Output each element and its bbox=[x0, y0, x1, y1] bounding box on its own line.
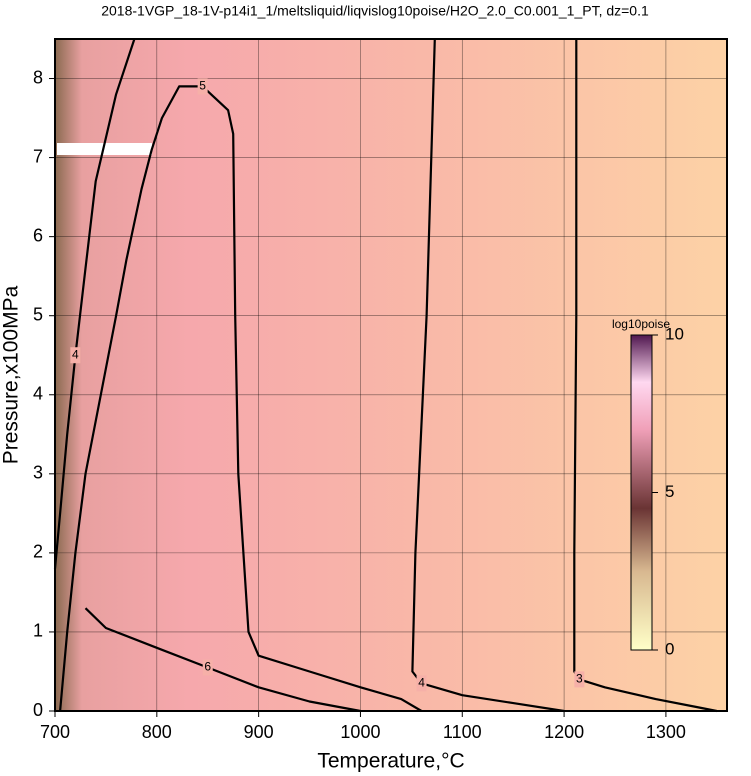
contour-label: 4 bbox=[418, 676, 425, 690]
contour-label-bg bbox=[202, 659, 213, 676]
plot-frame bbox=[54, 38, 728, 712]
colorbar-tick-label: 5 bbox=[665, 482, 674, 501]
chart-title: 2018-1VGP_18-1V-p14i1_1/meltsliquid/liqv… bbox=[101, 3, 649, 19]
contour-label-bg bbox=[197, 78, 208, 95]
y-tick-label: 2 bbox=[33, 542, 43, 562]
y-tick-label: 3 bbox=[33, 463, 43, 483]
contour-label: 5 bbox=[199, 79, 206, 93]
plot-background bbox=[55, 39, 727, 711]
x-tick-label: 1200 bbox=[544, 722, 584, 742]
y-tick-label: 4 bbox=[33, 384, 43, 404]
colorbar-tick-label: 0 bbox=[665, 639, 674, 658]
y-tick-label: 6 bbox=[33, 225, 43, 245]
contour-label: 3 bbox=[576, 672, 583, 686]
y-tick-label: 5 bbox=[33, 304, 43, 324]
contour-label-bg bbox=[574, 671, 585, 688]
x-tick-label: 1300 bbox=[646, 722, 686, 742]
colorbar-tick-label: 10 bbox=[665, 324, 684, 343]
x-axis-label: Temperature,°C bbox=[317, 750, 464, 773]
contour-label: 4 bbox=[72, 347, 79, 361]
blank-band bbox=[57, 143, 152, 155]
y-tick-label: 1 bbox=[33, 621, 43, 641]
x-tick-label: 900 bbox=[244, 722, 274, 742]
contour-line bbox=[59, 85, 423, 712]
y-axis-label: Pressure,x100MPa bbox=[0, 285, 23, 464]
colorbar-label: log10poise bbox=[612, 317, 670, 331]
y-tick-label: 8 bbox=[33, 67, 43, 87]
contour-line bbox=[53, 38, 136, 569]
x-tick-label: 1000 bbox=[340, 722, 380, 742]
y-tick-label: 0 bbox=[33, 700, 43, 720]
contour-label-bg bbox=[70, 347, 81, 364]
contour-label-bg bbox=[416, 675, 427, 692]
y-tick-label: 7 bbox=[33, 146, 43, 166]
x-tick-label: 1100 bbox=[443, 722, 482, 742]
contour-label: 6 bbox=[204, 660, 211, 674]
x-tick-label: 800 bbox=[142, 722, 172, 742]
x-tick-label: 700 bbox=[40, 722, 70, 742]
colorbar bbox=[630, 334, 653, 651]
